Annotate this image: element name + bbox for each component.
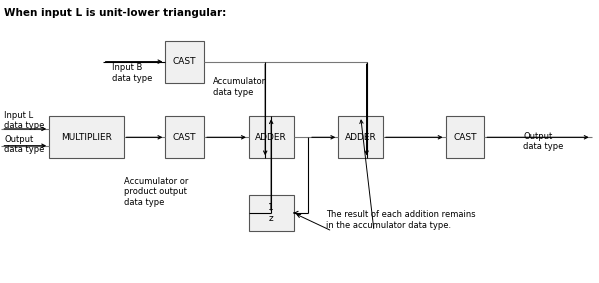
Text: Input B
data type: Input B data type	[111, 63, 152, 83]
Bar	[165, 116, 204, 158]
Text: Output
data type: Output data type	[523, 132, 564, 151]
Text: CAST: CAST	[453, 133, 477, 142]
Bar	[249, 195, 294, 231]
Text: Accumulator
data type: Accumulator data type	[213, 77, 266, 97]
Bar	[165, 41, 204, 83]
Bar	[446, 116, 485, 158]
Text: CAST: CAST	[173, 133, 196, 142]
Text: MULTIPLIER: MULTIPLIER	[61, 133, 112, 142]
Text: 1
z: 1 z	[268, 203, 274, 223]
Text: ADDER: ADDER	[255, 133, 287, 142]
Bar	[249, 116, 294, 158]
Text: Input L
data type: Input L data type	[4, 111, 45, 130]
Text: When input L is unit-lower triangular:: When input L is unit-lower triangular:	[4, 8, 226, 18]
Bar	[49, 116, 123, 158]
Text: ADDER: ADDER	[345, 133, 377, 142]
Text: CAST: CAST	[173, 57, 196, 66]
Bar	[338, 116, 383, 158]
Text: Output
data type: Output data type	[4, 135, 45, 154]
Text: The result of each addition remains
in the accumulator data type.: The result of each addition remains in t…	[326, 210, 476, 230]
Text: Accumulator or
product output
data type: Accumulator or product output data type	[123, 177, 188, 207]
